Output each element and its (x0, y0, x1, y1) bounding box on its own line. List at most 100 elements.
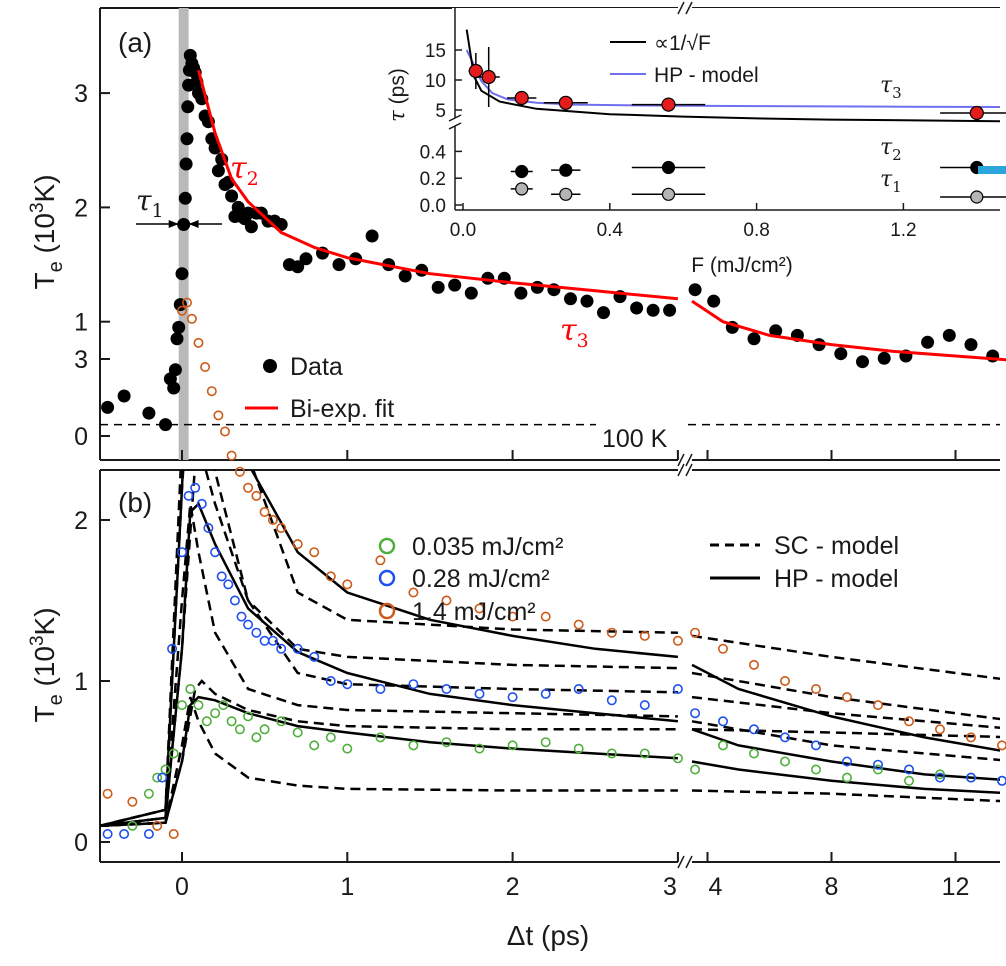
fluence-point (375, 683, 386, 694)
inset-tau3-point (468, 63, 483, 79)
inset-tau2-sub: 2 (892, 146, 902, 164)
fluence-point (203, 522, 214, 533)
fluence-point (143, 828, 154, 839)
fluence-point (251, 627, 262, 638)
fluence-point (717, 643, 728, 654)
x-axis-break-mark (677, 855, 685, 869)
x-axis-break-mark (677, 463, 685, 477)
y-axis-title-a-sup: 3 (27, 202, 48, 213)
fluence-point (234, 466, 245, 477)
fluence-point (267, 635, 278, 646)
fluence-point (251, 490, 262, 501)
inset-tau2-point (515, 164, 529, 179)
fluence-point (223, 579, 234, 590)
fluence-point (573, 743, 584, 754)
data-point (179, 157, 193, 171)
fluence-point (748, 659, 759, 670)
inset-y-tick-label: 10 (425, 71, 446, 92)
inset-tau3-label: τ3 (880, 73, 902, 102)
tau1-sym: τ (136, 184, 152, 217)
inset-x-tick-label: 1.2 (890, 220, 916, 241)
fluence-point (177, 700, 188, 711)
fluence-point (119, 828, 130, 839)
tau1-sub: 1 (152, 200, 164, 222)
tau1-annotation: τ1 (136, 184, 164, 222)
x-tick-label: 0 (175, 873, 189, 901)
x-axis-title: Δt (ps) (507, 920, 589, 951)
fluence-point (210, 708, 221, 719)
legend-b-028-label: 0.28 mJ/cm² (412, 565, 550, 593)
inset-x-axis-title: F (mJ/cm²) (691, 254, 792, 277)
data-point (177, 218, 191, 231)
fluence-point (441, 595, 452, 606)
legend-a: Data Bi-exp. fit (245, 353, 394, 423)
fluence-point (276, 522, 287, 533)
data-point (101, 400, 115, 414)
x-axis-break-mark (677, 453, 685, 467)
fluence-point (267, 514, 278, 525)
ref-line-label: 100 K (602, 425, 668, 453)
data-point (211, 164, 225, 178)
y-axis-title-a-unit: (10 (29, 213, 60, 261)
y-axis-title-b-close: K) (29, 607, 60, 635)
y-tick-label-b: 0 (74, 829, 88, 857)
y-axis-title-a-main: T (29, 272, 60, 289)
x-tick-label: 2 (506, 873, 520, 901)
data-point (180, 132, 194, 146)
fluence-point (507, 611, 518, 622)
data-point (464, 286, 478, 300)
fluence-point (325, 732, 336, 743)
sc-model-curve (100, 679, 1000, 828)
x-tick-label: 1 (340, 873, 354, 901)
sc-model-curve (100, 470, 1000, 828)
fluence-point (193, 700, 204, 711)
data-point (921, 335, 935, 349)
fluence-point (236, 611, 247, 622)
inset-sqrt-line (465, 29, 1000, 123)
fluence-point (309, 547, 320, 558)
data-point (159, 418, 172, 432)
data-point (877, 351, 891, 365)
fluence-point (167, 643, 178, 654)
inset-tau1-point (559, 187, 573, 201)
fluence-point (276, 643, 287, 654)
y-tick-label-b: 1 (74, 668, 88, 696)
legend-b-0035-marker (378, 537, 396, 555)
fluence-point (540, 737, 551, 748)
fluence-point (143, 788, 154, 799)
bi-exp-fit-line (197, 69, 1006, 362)
fluence-point (474, 603, 485, 614)
y-axis-title-a: Te (103K) (27, 174, 67, 289)
data-point (167, 381, 181, 395)
tau3-label: τ3 (560, 313, 589, 352)
data-point (172, 320, 186, 334)
y-axis-title-b-sub: e (45, 694, 67, 705)
fluence-point (182, 297, 193, 308)
inset-legend-hp-label: HP - model (654, 64, 759, 87)
fluence-point (342, 679, 353, 690)
data-point (117, 389, 131, 403)
inset-tau3-point (514, 90, 529, 106)
fluence-point (606, 627, 617, 638)
fluence-point (201, 716, 212, 727)
fluence-point (157, 772, 168, 783)
fluence-point (672, 635, 683, 646)
fluence-point (259, 635, 270, 646)
x-axis-break-mark (685, 1, 693, 15)
fluence-point (292, 539, 303, 550)
inset-tau3-point (558, 95, 573, 110)
tau3-sub: 3 (577, 330, 589, 352)
data-point (291, 260, 305, 274)
fluence-point (903, 764, 914, 775)
fluence-point (292, 643, 303, 654)
fluence-point (872, 759, 883, 770)
tau2-sub: 2 (247, 168, 259, 190)
fluence-point (190, 482, 201, 493)
fluence-point (234, 724, 245, 735)
fluence-point (152, 772, 163, 783)
legend-b-hp-label: HP - model (774, 565, 899, 593)
fluence-point (606, 748, 617, 759)
tau3-sym: τ (560, 313, 577, 348)
fluence-point (441, 737, 452, 748)
